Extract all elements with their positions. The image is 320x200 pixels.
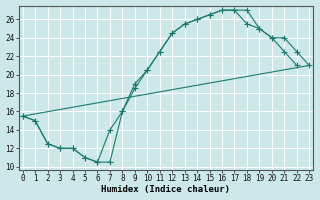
X-axis label: Humidex (Indice chaleur): Humidex (Indice chaleur) [101,185,230,194]
